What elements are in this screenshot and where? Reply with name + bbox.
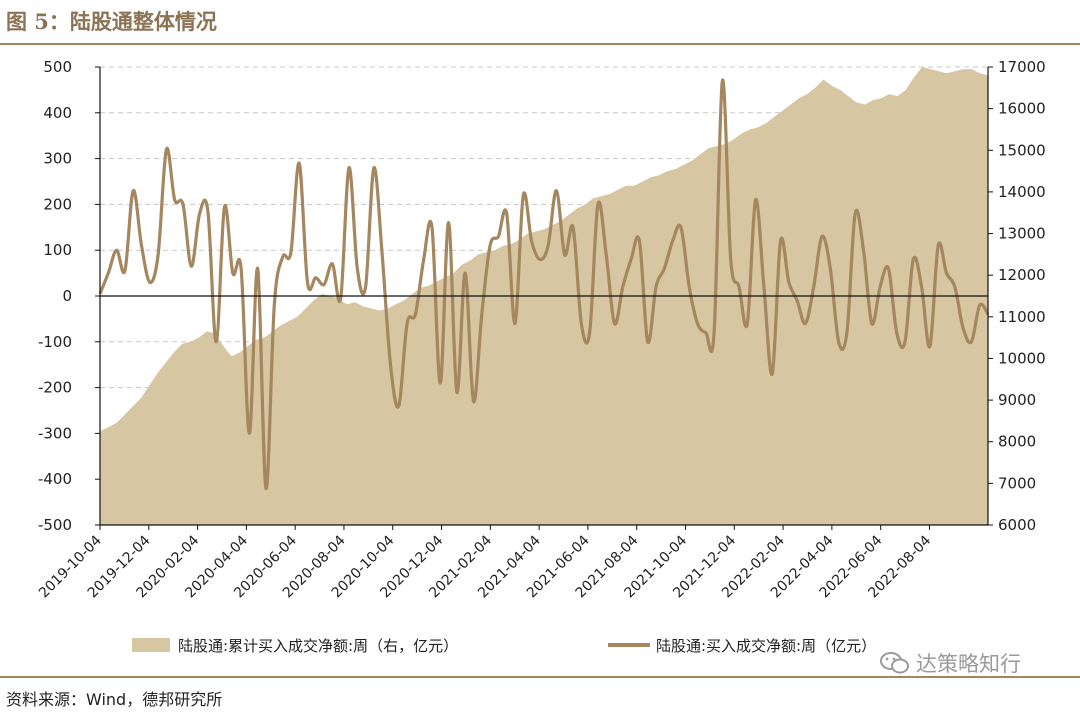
net-buy-line [98, 78, 990, 491]
left-tick-label: 200 [43, 195, 72, 213]
left-tick-label: 500 [43, 58, 72, 76]
left-tick-label: -500 [38, 516, 72, 534]
right-tick-label: 12000 [998, 266, 1046, 284]
right-tick-label: 17000 [998, 58, 1046, 76]
legend: 陆股通:累计买入成交净额:周（右，亿元） 陆股通:买入成交净额:周（亿元） [132, 637, 876, 655]
left-tick-label: -100 [38, 333, 72, 351]
chart-canvas: 500 400 300 200 100 0 -100 -200 -300 -400 -500 1700… [36, 58, 1046, 655]
wechat-icon [880, 652, 909, 674]
right-tick-label: 16000 [998, 100, 1046, 118]
legend-swatch-area [132, 638, 170, 652]
left-tick-label: -300 [38, 424, 72, 442]
weekly-net-buy-series [98, 78, 990, 491]
right-tick-label: 15000 [998, 141, 1046, 159]
left-tick-label: -200 [38, 379, 72, 397]
source-rule [0, 676, 1080, 678]
legend-label-line: 陆股通:买入成交净额:周（亿元） [656, 637, 876, 655]
legend-label-area: 陆股通:累计买入成交净额:周（右，亿元） [178, 637, 458, 655]
right-tick-label: 6000 [998, 516, 1036, 534]
left-tick-label: 300 [43, 150, 72, 168]
right-tick-label: 10000 [998, 349, 1046, 367]
right-tick-label: 13000 [998, 225, 1046, 243]
left-tick-label: -400 [38, 470, 72, 488]
right-tick-label: 11000 [998, 308, 1046, 326]
watermark: 达策略知行 [880, 648, 1021, 678]
left-tick-label: 400 [43, 104, 72, 122]
figure-title: 图 5：陆股通整体情况 [6, 9, 217, 34]
right-tick-label: 7000 [998, 474, 1036, 492]
right-tick-label: 8000 [998, 433, 1036, 451]
watermark-text: 达策略知行 [916, 652, 1021, 676]
left-tick-label: 100 [43, 241, 72, 259]
right-tick-label: 14000 [998, 183, 1046, 201]
source-note: 资料来源：Wind，德邦研究所 [6, 690, 223, 709]
title-rule [0, 43, 1080, 45]
left-tick-label: 0 [62, 287, 72, 305]
right-tick-label: 9000 [998, 391, 1036, 409]
